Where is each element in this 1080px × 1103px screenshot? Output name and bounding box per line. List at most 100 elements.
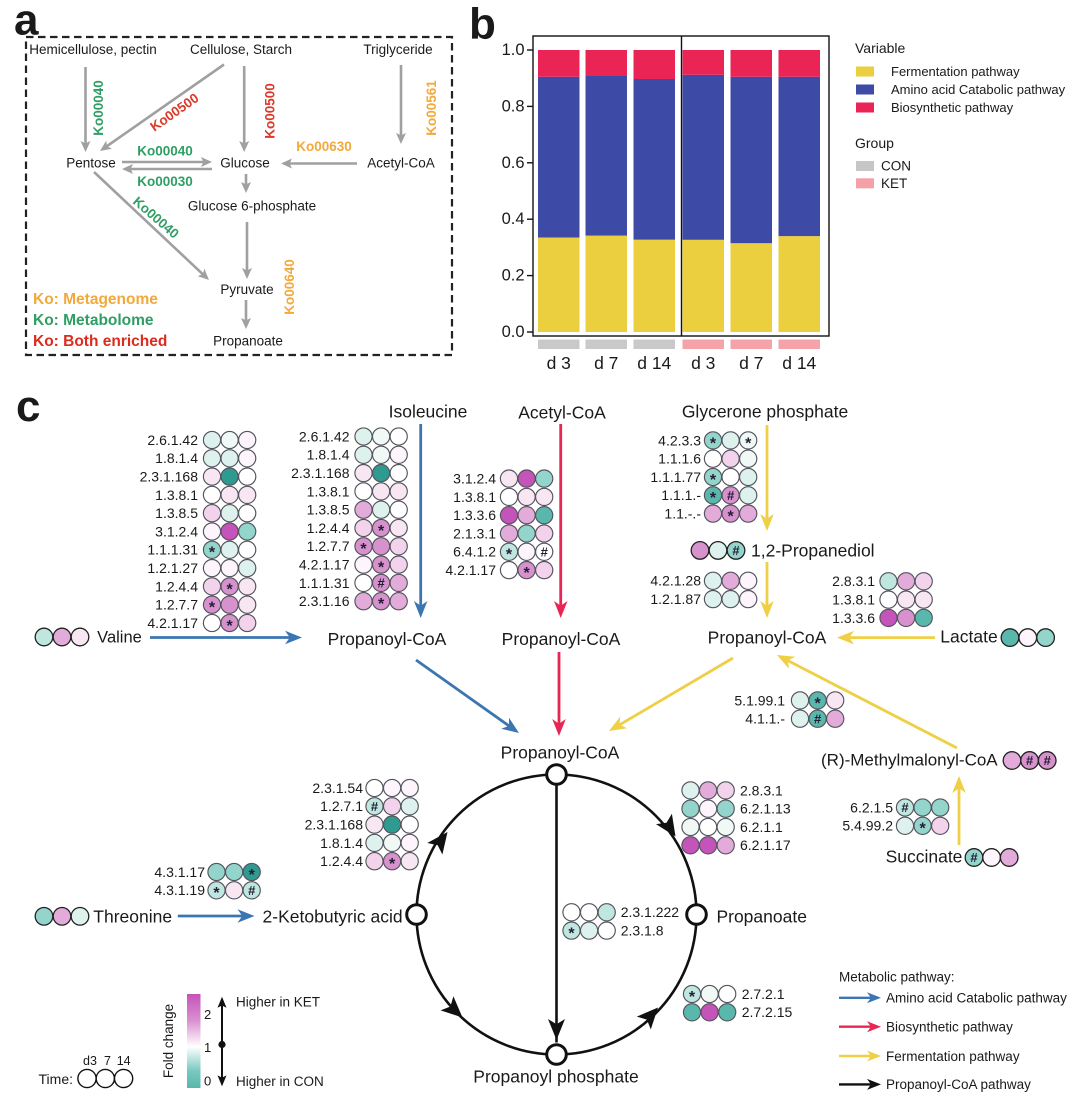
svg-text:*: * [226,581,233,598]
svg-text:1: 1 [204,1040,211,1055]
svg-text:1.3.3.6: 1.3.3.6 [453,507,496,523]
svg-text:*: * [727,509,734,526]
svg-text:3.1.2.4: 3.1.2.4 [155,523,198,539]
svg-text:1.1.1.31: 1.1.1.31 [147,542,198,558]
svg-text:4.3.1.17: 4.3.1.17 [154,864,205,880]
svg-text:Ko: Both enriched: Ko: Both enriched [33,333,167,350]
svg-text:1.3.8.5: 1.3.8.5 [307,502,350,518]
svg-text:#: # [377,576,385,591]
svg-text:1.0: 1.0 [502,41,525,59]
svg-text:#: # [1026,753,1034,768]
svg-text:*: * [213,885,220,902]
svg-text:7: 7 [104,1054,111,1068]
svg-text:0.2: 0.2 [502,267,525,285]
svg-text:Valine: Valine [97,628,142,646]
svg-text:#: # [541,544,549,559]
svg-text:5.4.99.2: 5.4.99.2 [842,818,893,834]
svg-text:*: * [378,560,385,577]
svg-text:6.2.1.13: 6.2.1.13 [740,801,791,817]
svg-text:4.1.1.-: 4.1.1.- [745,711,785,727]
svg-text:Triglyceride: Triglyceride [363,42,432,57]
svg-text:2.3.1.168: 2.3.1.168 [140,469,199,485]
svg-text:*: * [568,926,575,943]
svg-text:2.7.2.1: 2.7.2.1 [742,986,785,1002]
svg-text:2.3.1.16: 2.3.1.16 [299,593,350,609]
svg-text:*: * [378,596,385,613]
svg-text:2.3.1.54: 2.3.1.54 [312,780,363,796]
svg-text:2.8.3.1: 2.8.3.1 [740,782,783,798]
svg-text:1.1.-.-: 1.1.-.- [664,506,701,522]
svg-text:6.2.1.1: 6.2.1.1 [740,819,783,835]
svg-text:Isoleucine: Isoleucine [389,402,468,422]
svg-text:4.2.3.3: 4.2.3.3 [658,432,701,448]
svg-text:Threonine: Threonine [93,906,172,926]
svg-text:2.3.1.168: 2.3.1.168 [305,817,364,833]
svg-text:*: * [209,600,216,617]
svg-text:3.1.2.4: 3.1.2.4 [453,471,496,487]
svg-text:#: # [732,543,740,558]
svg-text:4.3.1.19: 4.3.1.19 [154,882,205,898]
svg-text:1.2.4.4: 1.2.4.4 [320,853,363,869]
svg-text:Propanoyl-CoA pathway: Propanoyl-CoA pathway [886,1077,1031,1092]
svg-text:Ko00040: Ko00040 [137,144,193,159]
svg-text:*: * [523,565,530,582]
svg-text:Fermentation pathway: Fermentation pathway [886,1049,1020,1064]
svg-text:Group: Group [855,135,894,151]
svg-text:#: # [970,850,978,865]
svg-text:Ko00561: Ko00561 [424,80,439,136]
svg-text:*: * [209,545,216,562]
svg-text:2.6.1.42: 2.6.1.42 [147,432,198,448]
svg-text:1.3.8.1: 1.3.8.1 [453,489,496,505]
svg-text:CON: CON [881,159,911,174]
svg-text:d 7: d 7 [594,353,618,373]
svg-text:2.6.1.42: 2.6.1.42 [299,428,350,444]
svg-text:Ko00640: Ko00640 [282,259,297,315]
svg-text:1.2.1.87: 1.2.1.87 [650,591,701,607]
svg-text:Glucose: Glucose [220,156,270,171]
svg-text:0: 0 [204,1073,211,1088]
svg-text:4.2.1.17: 4.2.1.17 [299,557,350,573]
svg-text:#: # [727,488,735,503]
svg-text:4.2.1.17: 4.2.1.17 [147,615,198,631]
svg-text:Ko00040: Ko00040 [91,80,106,136]
svg-text:d 14: d 14 [637,353,671,373]
svg-text:Propanoyl-CoA: Propanoyl-CoA [708,628,827,648]
svg-text:1.3.8.1: 1.3.8.1 [307,483,350,499]
svg-text:#: # [248,883,256,898]
svg-text:Acetyl-CoA: Acetyl-CoA [367,156,435,171]
svg-text:*: * [710,472,717,489]
svg-text:1.2.7.7: 1.2.7.7 [155,597,198,613]
svg-text:(R)-Methylmalonyl-CoA: (R)-Methylmalonyl-CoA [821,751,998,770]
svg-text:6.2.1.5: 6.2.1.5 [850,799,893,815]
svg-text:1.3.8.5: 1.3.8.5 [155,505,198,521]
svg-text:Propanoyl-CoA: Propanoyl-CoA [502,629,621,649]
svg-text:Propanoate: Propanoate [716,906,807,926]
svg-text:*: * [226,618,233,635]
svg-text:#: # [901,800,909,815]
svg-text:Biosynthetic pathway: Biosynthetic pathway [886,1020,1013,1035]
svg-text:Ko00500: Ko00500 [263,83,278,139]
svg-text:Hemicellulose, pectin: Hemicellulose, pectin [29,42,157,57]
svg-text:Fermentation pathway: Fermentation pathway [891,64,1020,79]
svg-text:2.8.3.1: 2.8.3.1 [832,573,875,589]
svg-text:4.2.1.28: 4.2.1.28 [650,573,701,589]
svg-text:1.8.1.4: 1.8.1.4 [307,447,350,463]
svg-text:Glucose 6-phosphate: Glucose 6-phosphate [188,199,316,214]
svg-text:6.2.1.17: 6.2.1.17 [740,837,791,853]
svg-text:1.3.3.6: 1.3.3.6 [832,610,875,626]
svg-text:1.8.1.4: 1.8.1.4 [320,835,363,851]
svg-text:0.8: 0.8 [502,97,525,115]
svg-text:c: c [16,382,40,431]
svg-text:0.0: 0.0 [502,323,525,341]
svg-text:2-Ketobutyric acid: 2-Ketobutyric acid [263,906,403,926]
svg-text:Ko: Metagenome: Ko: Metagenome [33,291,158,308]
svg-text:KET: KET [881,176,907,191]
svg-text:*: * [506,547,513,564]
svg-text:*: * [389,856,396,873]
svg-text:1.2.7.1: 1.2.7.1 [320,798,363,814]
svg-text:*: * [814,695,821,712]
svg-text:14: 14 [117,1054,131,1068]
svg-text:4.2.1.17: 4.2.1.17 [445,562,496,578]
svg-text:#: # [814,711,822,726]
svg-text:Time:: Time: [39,1071,73,1087]
